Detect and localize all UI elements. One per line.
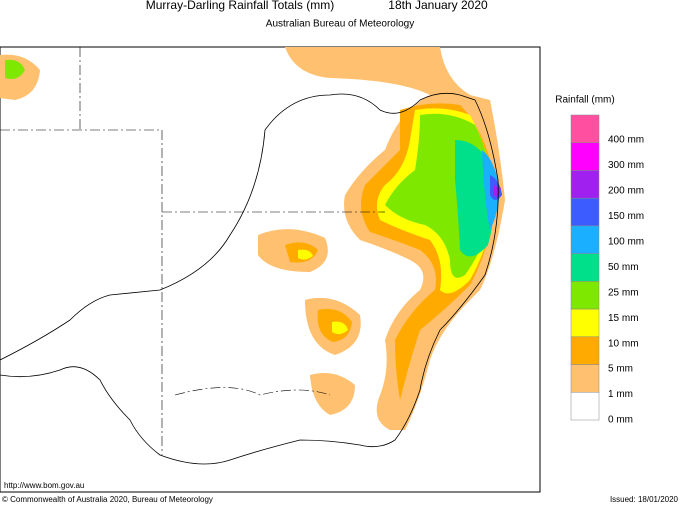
legend-swatch <box>570 308 600 338</box>
subtitle: Australian Bureau of Meteorology <box>266 19 414 30</box>
legend-swatch <box>570 336 600 365</box>
legend-label: 100 mm <box>608 236 644 247</box>
legend-swatch <box>570 114 600 143</box>
legend-label: 15 mm <box>608 313 639 324</box>
legend-label: 400 mm <box>608 135 644 146</box>
legend-title: Rainfall (mm) <box>555 95 614 106</box>
legend-label: 200 mm <box>608 186 644 197</box>
legend: Rainfall (mm) 400 mm 300 mm 200 mm 150 mm 10… <box>555 95 644 426</box>
issued: Issued: 18/01/2020 <box>610 495 679 504</box>
legend-swatch <box>570 197 600 227</box>
legend-swatch <box>570 142 600 171</box>
legend-label: 0 mm <box>608 415 633 426</box>
date: 18th January 2020 <box>388 0 488 12</box>
legend-label: 300 mm <box>608 160 644 171</box>
legend-label: 25 mm <box>608 287 639 298</box>
legend-label: 1 mm <box>608 389 633 400</box>
title: Murray-Darling Rainfall Totals (mm) <box>146 0 334 12</box>
legend-label: 50 mm <box>608 262 639 273</box>
legend-label: 150 mm <box>608 211 644 222</box>
legend-swatch <box>570 364 600 393</box>
legend-swatch <box>570 392 600 421</box>
legend-swatch <box>570 253 600 282</box>
legend-swatch <box>570 281 600 310</box>
legend-label: 10 mm <box>608 338 639 349</box>
legend-label: 5 mm <box>608 364 633 375</box>
copyright: © Commonwealth of Australia 2020, Bureau… <box>2 495 213 504</box>
legend-swatch <box>570 225 600 254</box>
url: http://www.bom.gov.au <box>4 481 84 490</box>
legend-swatch <box>570 170 600 199</box>
map <box>0 46 541 493</box>
